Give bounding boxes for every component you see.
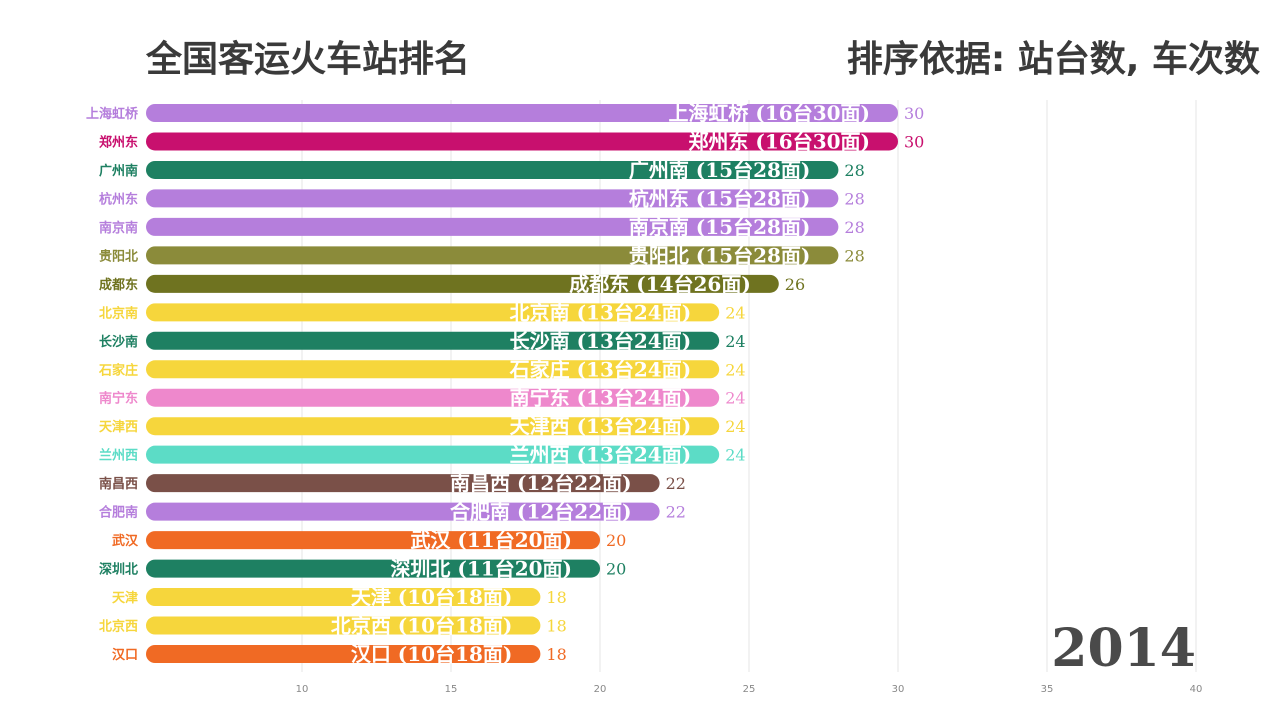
value-label: 26 [785, 275, 805, 294]
value-label: 22 [666, 474, 686, 493]
bar-label: 天津西 (13台24面) [510, 414, 692, 438]
bar-label: 南宁东 (13台24面) [510, 386, 692, 410]
value-label: 28 [844, 189, 864, 208]
category-label: 上海虹桥 [86, 106, 139, 122]
value-label: 28 [844, 218, 864, 237]
bar [146, 104, 898, 122]
bar [146, 417, 720, 436]
bar [146, 331, 720, 350]
category-label: 石家庄 [98, 362, 138, 378]
bar [146, 303, 720, 322]
bar-label: 兰州西 (13台24面) [510, 443, 692, 467]
x-tick-label: 35 [1041, 684, 1054, 695]
bar [146, 246, 839, 265]
category-label: 长沙南 [99, 334, 138, 350]
category-label: 杭州东 [99, 191, 138, 207]
value-label: 28 [844, 161, 864, 180]
bar [146, 388, 720, 407]
bar [146, 645, 541, 663]
value-label: 24 [725, 389, 745, 408]
value-label: 30 [904, 132, 924, 151]
bar [146, 360, 720, 379]
bar [146, 559, 600, 578]
sort-basis-label: 排序依据: 站台数, 车次数 [846, 39, 1260, 80]
category-label: 北京南 [99, 305, 138, 321]
value-label: 20 [606, 531, 626, 550]
bar-label: 长沙南 (13台24面) [510, 329, 692, 353]
bar [146, 474, 660, 493]
bar-label: 上海虹桥 (16台30面) [668, 101, 870, 125]
bar-label: 深圳北 (11台20面) [390, 557, 572, 581]
value-label: 24 [725, 417, 745, 436]
bar [146, 445, 720, 464]
value-label: 22 [666, 503, 686, 522]
chart-title: 全国客运火车站排名 [146, 39, 471, 80]
category-label: 贵阳北 [99, 248, 138, 264]
category-label: 武汉 [112, 533, 139, 549]
value-label: 30 [904, 104, 924, 123]
bar-label: 北京西 (10台18面) [331, 614, 513, 638]
value-label: 18 [546, 645, 566, 664]
bar [146, 160, 839, 179]
category-label: 南京南 [99, 220, 138, 236]
category-label: 兰州西 [99, 448, 138, 464]
bar-label: 天津 (10台18面) [351, 585, 513, 609]
bar-label: 合肥南 (12台22面) [450, 500, 632, 524]
x-tick-label: 15 [445, 684, 458, 695]
bar [146, 274, 779, 293]
category-label: 天津 [112, 590, 138, 606]
year-label: 2014 [1051, 618, 1196, 679]
value-label: 18 [546, 588, 566, 607]
category-label: 汉口 [112, 647, 138, 663]
x-tick-label: 40 [1190, 684, 1203, 695]
value-label: 28 [844, 246, 864, 265]
bar [146, 616, 541, 635]
category-label: 深圳北 [99, 562, 138, 578]
bar [146, 588, 541, 607]
x-tick-label: 25 [743, 684, 756, 695]
x-tick-label: 10 [296, 684, 309, 695]
category-label: 合肥南 [99, 505, 138, 521]
bar-label: 杭州东 (15台28面) [629, 186, 811, 210]
bar-label: 武汉 (11台20面) [410, 528, 572, 552]
x-tick-label: 20 [594, 684, 607, 695]
value-label: 24 [725, 332, 745, 351]
bar [146, 189, 839, 208]
bar-label: 北京南 (13台24面) [510, 300, 692, 324]
category-label: 天津西 [99, 419, 138, 435]
category-label: 南宁东 [99, 391, 138, 407]
category-label: 北京西 [99, 619, 138, 635]
bar-label: 石家庄 (13台24面) [509, 357, 692, 381]
value-label: 24 [725, 360, 745, 379]
category-label: 成都东 [99, 277, 138, 293]
value-label: 20 [606, 560, 626, 579]
bar-label: 南京南 (15台28面) [629, 215, 811, 239]
value-label: 18 [546, 617, 566, 636]
bar [146, 531, 600, 550]
value-label: 24 [725, 303, 745, 322]
bar-label: 汉口 (10台18面) [351, 642, 513, 666]
bar-label: 广州南 (15台28面) [629, 158, 811, 182]
category-label: 广州南 [99, 163, 138, 179]
bar-label: 贵阳北 (15台28面) [629, 243, 811, 267]
bar [146, 217, 839, 236]
category-label: 郑州东 [99, 134, 138, 150]
bar [146, 132, 898, 151]
x-tick-label: 30 [892, 684, 905, 695]
bar [146, 502, 660, 521]
value-label: 24 [725, 446, 745, 465]
bar-label: 郑州东 (16台30面) [688, 129, 870, 153]
category-label: 南昌西 [99, 476, 138, 492]
bar-label: 成都东 (14台26面) [569, 272, 751, 296]
bar-label: 南昌西 (12台22面) [450, 471, 632, 495]
